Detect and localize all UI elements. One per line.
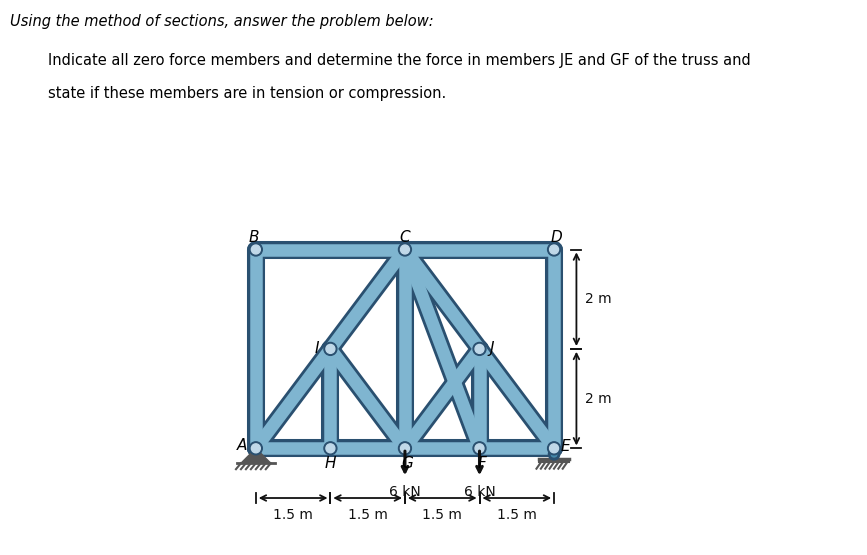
Circle shape [326,444,335,453]
Text: 1.5 m: 1.5 m [497,508,537,522]
Text: G: G [401,456,414,471]
Text: 6 kN: 6 kN [389,485,420,498]
Circle shape [326,345,335,354]
Circle shape [324,342,337,355]
Circle shape [549,450,559,459]
Circle shape [473,342,486,355]
Polygon shape [241,448,271,463]
Circle shape [475,345,484,354]
Circle shape [548,243,560,256]
Text: D: D [551,230,563,245]
Circle shape [250,442,263,455]
Circle shape [251,245,260,254]
Circle shape [401,245,409,254]
Text: H: H [324,456,336,471]
Text: 1.5 m: 1.5 m [422,508,462,522]
Text: state if these members are in tension or compression.: state if these members are in tension or… [48,86,446,101]
Text: 2 m: 2 m [585,292,612,306]
Text: Indicate all zero force members and determine the force in members JE and GF of : Indicate all zero force members and dete… [48,53,751,68]
Text: 6 kN: 6 kN [464,485,495,498]
Text: I: I [314,341,319,356]
Text: A: A [237,438,247,453]
Text: J: J [490,341,494,356]
Text: 2 m: 2 m [585,392,612,406]
Circle shape [399,243,412,256]
Circle shape [475,444,484,453]
Text: B: B [248,230,258,245]
Text: Using the method of sections, answer the problem below:: Using the method of sections, answer the… [10,14,434,29]
Circle shape [550,444,558,453]
Circle shape [251,444,260,453]
Circle shape [548,442,560,455]
Text: 1.5 m: 1.5 m [273,508,313,522]
Circle shape [473,442,486,455]
Text: F: F [478,456,486,471]
Circle shape [250,243,263,256]
Circle shape [550,245,558,254]
Circle shape [399,442,412,455]
Text: 1.5 m: 1.5 m [348,508,388,522]
Text: C: C [400,230,410,245]
Circle shape [324,442,337,455]
Text: E: E [560,439,570,454]
Circle shape [401,444,409,453]
